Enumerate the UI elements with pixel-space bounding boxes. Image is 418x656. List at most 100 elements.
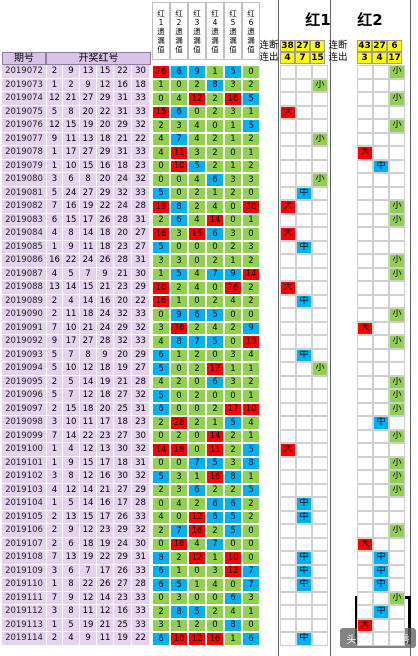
metric-cell: 8 [206,78,224,92]
tracker-cell [312,348,328,362]
metric-header-char: 遗 [211,26,219,36]
number-cell: 7 [46,429,62,443]
tracker-cell: 小 [389,456,405,470]
metric-header-char: 遗 [193,26,201,36]
number-cell: 3 [46,173,62,187]
metric-cell: 0 [188,443,206,457]
metric-cell: 4 [170,497,188,511]
tracker-cell [312,105,328,119]
metric-cell: 0 [152,173,170,187]
tracker-cell [389,105,405,119]
tracker-cell: 中 [373,564,389,578]
number-cell: 22 [96,551,113,565]
number-cell: 23 [113,240,131,254]
number-cell: 8 [62,227,79,241]
tracker-cell [357,524,373,538]
metric-cell: 5 [224,524,242,538]
metric-cell: 4 [242,348,260,362]
number-cell: 14 [79,483,96,497]
number-cell: 3 [46,564,62,578]
number-cell: 15 [62,213,79,227]
metric-cell: 14 [242,267,260,281]
tracker-cell [296,456,312,470]
metric-cell: 3 [170,119,188,133]
tracker-cell: 小 [389,375,405,389]
number-cell: 29 [113,551,131,565]
tracker-cell [280,308,296,322]
tracker-cell [312,375,328,389]
tracker-cell [312,254,328,268]
number-cell: 9 [62,65,79,79]
tracker-cell [312,551,328,565]
tracker-cell [280,632,296,646]
number-cell: 12 [96,605,113,619]
tracker-cell [373,389,389,403]
metric-cell: 6 [206,173,224,187]
tracker-cell [312,267,328,281]
tracker-cell [389,362,405,376]
number-cell: 2 [46,65,62,79]
metric-cell: 4 [188,267,206,281]
number-cell: 12 [46,119,62,133]
metric-cell: 0 [188,254,206,268]
number-cell: 11 [62,132,79,146]
tracker-cell [373,537,389,551]
metric-cell: 5 [224,416,242,430]
tracker-cell [373,591,389,605]
number-cell: 29 [96,146,113,160]
metric-cell: 5 [152,389,170,403]
tracker-cell [280,78,296,92]
metric-cell: 7 [188,335,206,349]
metric-cell: 26 [152,65,170,79]
tracker-cell [280,294,296,308]
period-cell: 2019102 [2,470,46,484]
metric-cell: 2 [188,321,206,335]
metric-cell: 1 [206,551,224,565]
number-cell: 8 [62,578,79,592]
number-cell: 27 [113,578,131,592]
number-cell: 26 [113,510,131,524]
metric-cell: 6 [206,375,224,389]
metric-cell: 3 [152,618,170,632]
number-cell: 31 [113,146,131,160]
tracker-cell [280,348,296,362]
tracker-cell [296,429,312,443]
metric-cell: 5 [152,186,170,200]
number-cell: 16 [96,497,113,511]
period-cell: 2019073 [2,78,46,92]
number-cell: 16 [113,605,131,619]
period-cell: 2019083 [2,213,46,227]
number-cell: 12 [79,443,96,457]
number-cell: 17 [62,146,79,160]
tracker-cell [389,578,405,592]
tracker-cell [373,200,389,214]
number-cell: 7 [79,267,96,281]
number-cell: 7 [46,200,62,214]
tracker-cell: 大 [280,227,296,241]
metric-cell: 3 [188,146,206,160]
tracker-cell [389,146,405,160]
tracker-cell [280,92,296,106]
tracker-cell [280,510,296,524]
number-cell: 22 [62,254,79,268]
number-cell: 8 [62,605,79,619]
number-cell: 1 [46,456,62,470]
metric-header-char: 漏 [211,35,219,45]
metric-cell: 3 [170,591,188,605]
tracker-cell: 小 [389,119,405,133]
metric-cell: 6 [152,632,170,646]
metric-cell: 0 [224,389,242,403]
metric-cell: 4 [224,605,242,619]
number-cell: 14 [96,591,113,605]
metric-cell: 6 [152,402,170,416]
metric-cell: 0 [152,456,170,470]
tracker-cell [357,119,373,133]
tracker-cell [312,321,328,335]
metric-cell: 0 [170,240,188,254]
tracker-cell [357,213,373,227]
number-cell: 6 [62,537,79,551]
metric-cell: 2 [242,254,260,268]
tracker-cell: 大 [280,200,296,214]
metric-cell: 1 [170,294,188,308]
